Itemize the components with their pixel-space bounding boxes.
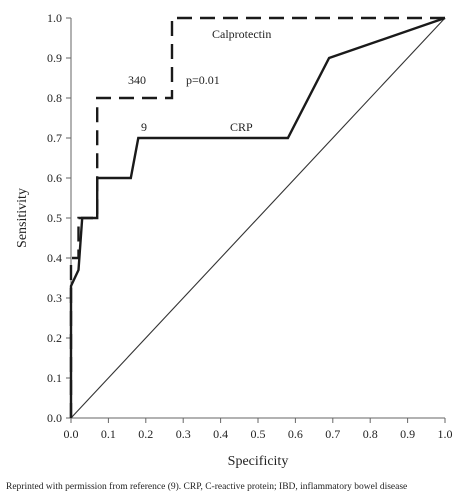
x-tick-label: 0.9 (400, 427, 415, 441)
series-label-calprotectin: Calprotectin (212, 27, 271, 41)
y-axis-title: Sensitivity (15, 188, 30, 248)
y-tick-label: 0.7 (47, 131, 62, 145)
y-tick-label: 0.4 (47, 251, 62, 265)
axes: 0.0 0.1 0.2 0.3 0.4 0.5 0.6 0.7 0.8 0.9 1.0 0.0 0.1 0… (47, 11, 453, 441)
y-tick-label: 0.2 (47, 331, 62, 345)
x-tick-label: 0.8 (363, 427, 378, 441)
x-tick-label: 0.5 (251, 427, 266, 441)
x-tick-label: 0.2 (138, 427, 153, 441)
x-tick-label: 0.4 (213, 427, 228, 441)
y-tick-label: 0.8 (47, 91, 62, 105)
x-tick-label: 0.6 (288, 427, 303, 441)
x-tick-label: 0.0 (64, 427, 79, 441)
annotation-cutoff-9: 9 (141, 120, 147, 134)
x-tick-label: 0.7 (325, 427, 340, 441)
y-tick-label: 0.1 (47, 371, 62, 385)
x-tick-label: 0.3 (176, 427, 191, 441)
series-label-crp: CRP (230, 120, 253, 134)
y-tick-label: 0.5 (47, 211, 62, 225)
annotation-cutoff-340: 340 (128, 73, 146, 87)
y-tick-label: 0.3 (47, 291, 62, 305)
reference-diagonal-line (70, 17, 446, 419)
figure-caption: Reprinted with permission from reference… (6, 482, 408, 492)
x-axis-title: Specificity (228, 454, 289, 469)
x-tick-label: 1.0 (438, 427, 453, 441)
roc-chart: 0.0 0.1 0.2 0.3 0.4 0.5 0.6 0.7 0.8 0.9 1.0 0.0 0.1 0… (15, 11, 453, 469)
y-tick-label: 1.0 (47, 11, 62, 25)
annotation-p-value: p=0.01 (186, 73, 220, 87)
calprotectin-roc-line (69, 16, 445, 418)
series-layer (69, 16, 446, 419)
x-tick-label: 0.1 (101, 427, 116, 441)
y-tick-label: 0.0 (47, 411, 62, 425)
y-tick-label: 0.6 (47, 171, 62, 185)
y-tick-label: 0.9 (47, 51, 62, 65)
